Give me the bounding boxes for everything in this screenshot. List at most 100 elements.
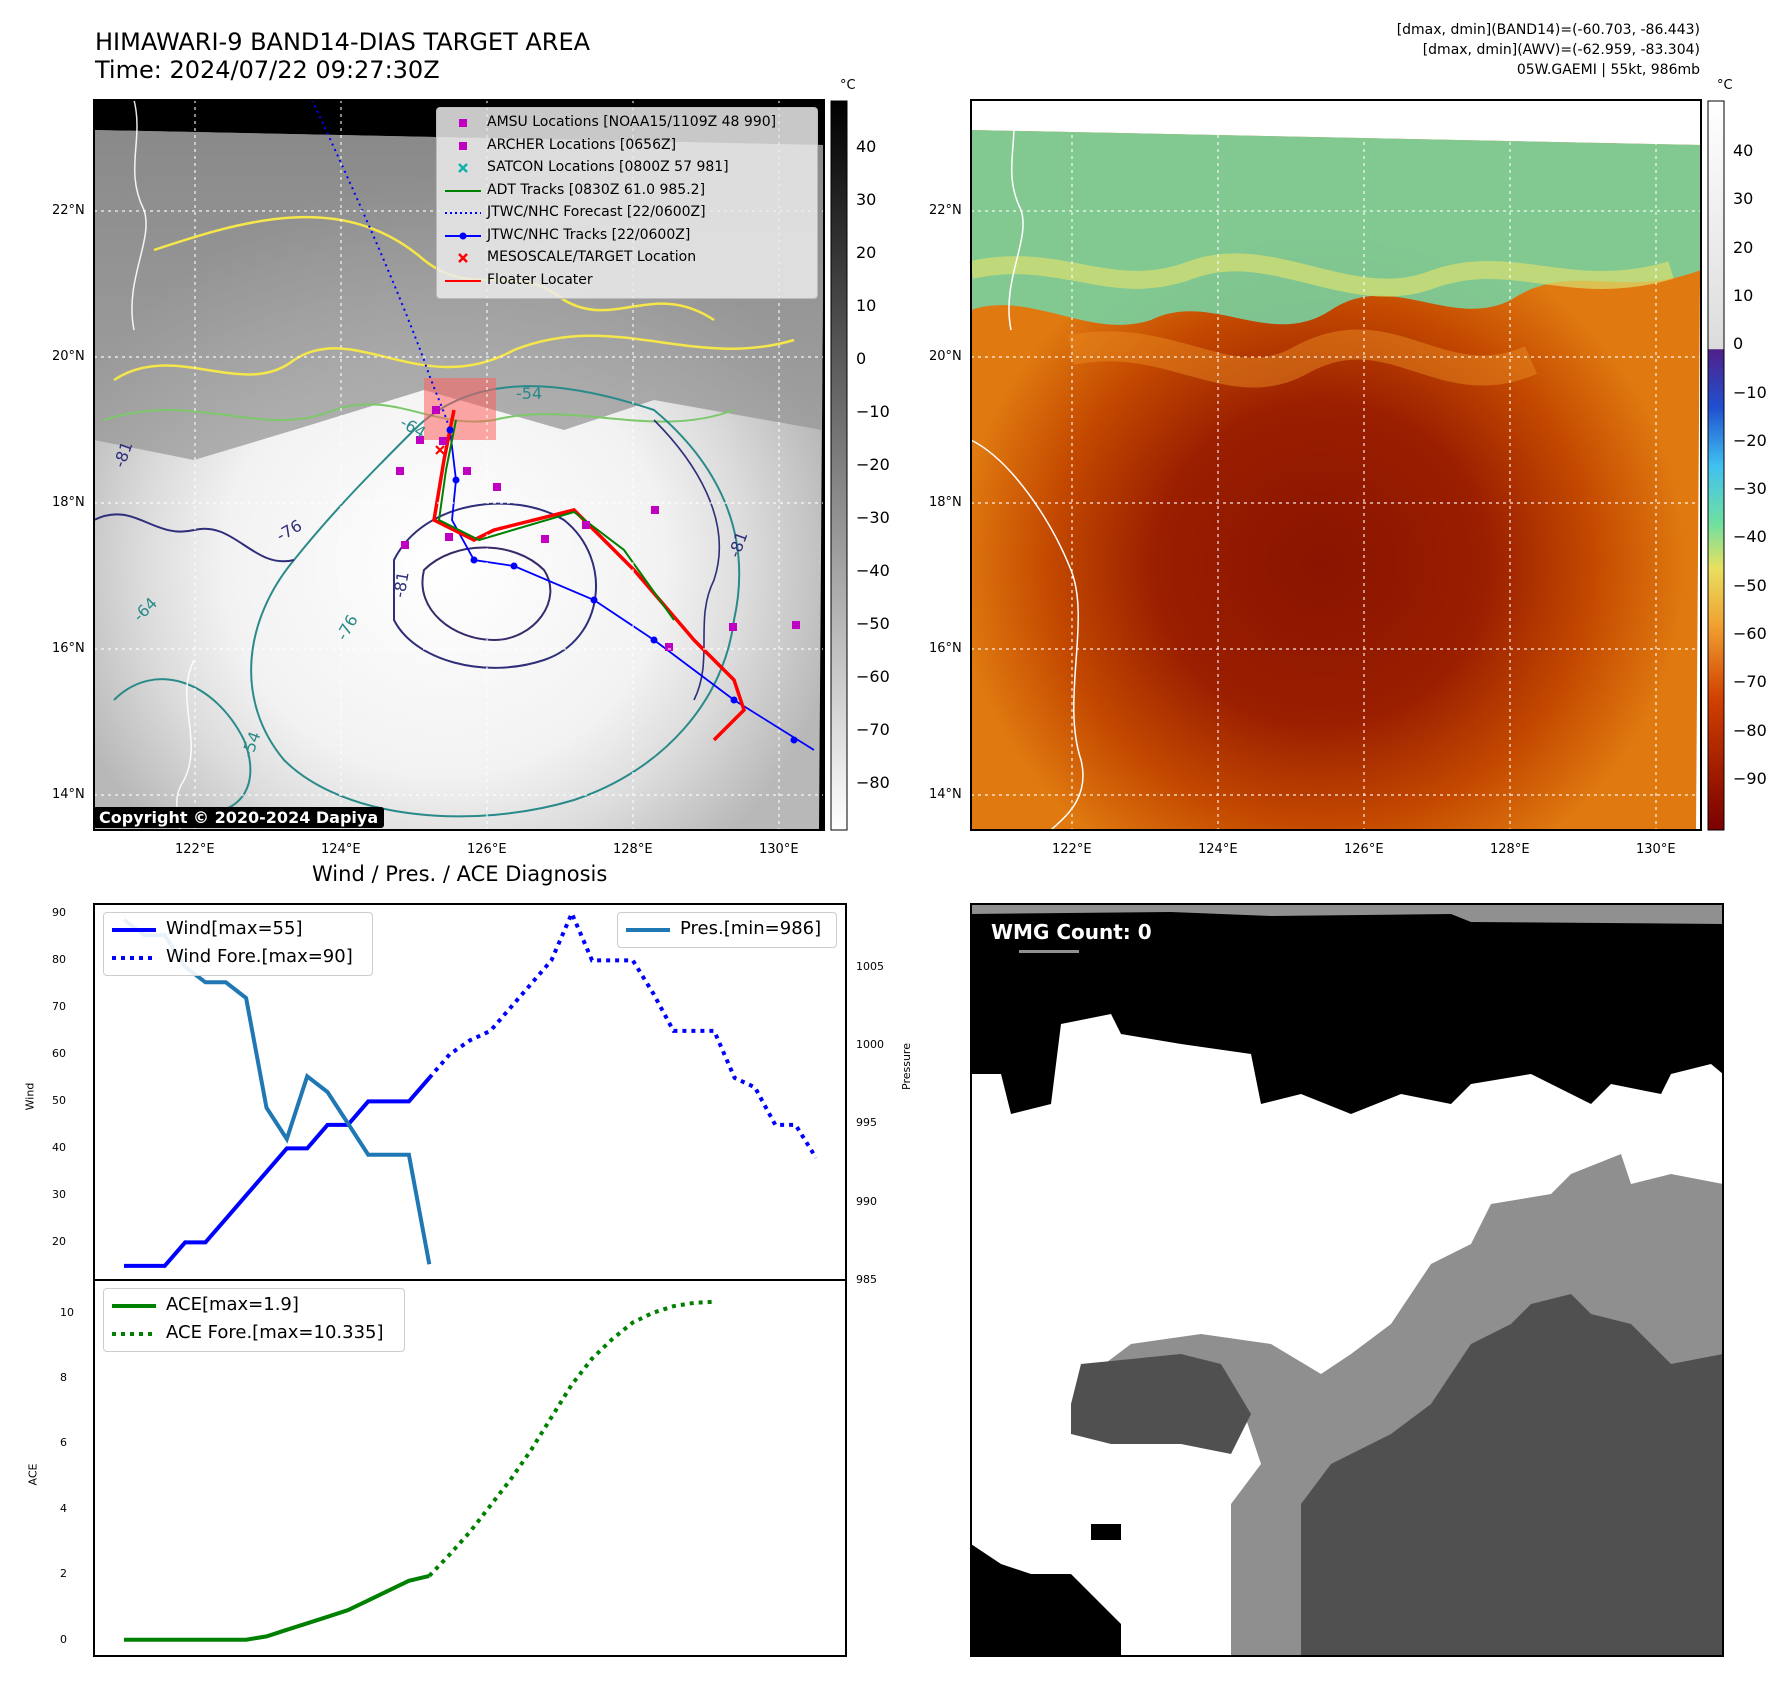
awv-colorbar-tick: −60: [1733, 624, 1767, 644]
info-dmax-awv: [dmax, dmin](AWV)=(-62.959, -83.304): [1422, 42, 1700, 58]
map-legend-label: AMSU Locations [NOAA15/1109Z 48 990]: [487, 114, 777, 130]
wmg-label-underline: [1019, 950, 1079, 953]
awv-lon-tick: 126°E: [1344, 842, 1384, 857]
awv-colorbar-tick: −80: [1733, 720, 1767, 740]
ir-lat-tick: 14°N: [52, 787, 85, 802]
series-line: [124, 1573, 430, 1642]
map-legend-marker: [445, 232, 481, 239]
ir-lat-tick: 22°N: [52, 203, 85, 218]
ir-colorbar-tick: 30: [856, 190, 877, 209]
awv-colorbar-tick: −40: [1733, 527, 1767, 547]
pressure-tick: 1005: [856, 959, 884, 973]
ace-legend: ACE[max=1.9] ACE Fore.[max=10.335]: [103, 1288, 405, 1352]
wind-forecast-legend-label: Wind Fore.[max=90]: [166, 946, 353, 967]
ir-colorbar-tick: 20: [856, 243, 877, 262]
ir-lon-tick: 124°E: [321, 842, 361, 857]
map-legend-marker: [459, 141, 467, 150]
copyright-label: Copyright © 2020-2024 Dapiya: [93, 807, 385, 828]
series-line: [124, 1076, 431, 1268]
pressure-tick: 985: [856, 1273, 877, 1286]
ir-colorbar-tick: −20: [856, 455, 890, 474]
wind-tick: 30: [52, 1188, 66, 1202]
floater-locater-line: [432, 409, 747, 742]
wind-tick: 90: [52, 906, 66, 920]
map-legend: AMSU Locations [NOAA15/1109Z 48 990] ARCH…: [436, 107, 818, 299]
ir-lat-tick: 16°N: [52, 641, 85, 656]
ir-colorbar-tick: 40: [856, 137, 877, 156]
awv-gridlines: [971, 100, 1701, 830]
ir-lon-tick: 122°E: [175, 842, 215, 857]
info-dmax-band14: [dmax, dmin](BAND14)=(-60.703, -86.443): [1396, 22, 1700, 38]
pressure-tick: 990: [856, 1194, 877, 1208]
adt-track-line: [437, 419, 675, 621]
awv-map-panel: [969, 99, 1702, 831]
info-storm-id: 05W.GAEMI | 55kt, 986mb: [1516, 62, 1700, 78]
ir-colorbar-tick: −80: [856, 773, 890, 792]
map-legend-label: ARCHER Locations [0656Z]: [487, 136, 677, 153]
awv-colorbar-tick: −90: [1733, 769, 1767, 788]
series-line: [427, 908, 818, 1159]
ir-lon-tick: 126°E: [467, 842, 507, 857]
ir-colorbar-tick: −30: [856, 508, 890, 527]
awv-colorbar-unit: °C: [1717, 78, 1733, 93]
wind-tick: 80: [52, 953, 66, 967]
figure-title-line1: HIMAWARI-9 BAND14-DIAS TARGET AREA: [95, 28, 591, 56]
pressure-legend: Pres.[min=986]: [617, 912, 837, 948]
awv-colorbar-tick: 0: [1733, 334, 1744, 354]
ir-colorbar: [830, 100, 848, 831]
wind-legend-label: Wind[max=55]: [166, 918, 303, 939]
map-legend-label: JTWC/NHC Tracks [22/0600Z]: [487, 226, 691, 243]
map-legend-label: MESOSCALE/TARGET Location: [487, 249, 697, 265]
ace-tick: 10: [60, 1305, 74, 1319]
map-legend-label: ADT Tracks [0830Z 61.0 985.2]: [487, 181, 706, 198]
wmg-panel: [970, 903, 1724, 1657]
wind-tick: 40: [52, 1141, 66, 1155]
ace-tick: 2: [60, 1567, 67, 1581]
map-legend-marker: [445, 189, 481, 192]
wmg-black-top: [971, 904, 1723, 1114]
awv-colorbar-tick: 40: [1733, 141, 1754, 160]
awv-lat-tick: 22°N: [929, 203, 962, 218]
diagnosis-title: Wind / Pres. / ACE Diagnosis: [312, 862, 608, 886]
ir-lat-tick: 20°N: [52, 349, 85, 364]
ir-colorbar-tick: 10: [856, 296, 877, 315]
ir-colorbar-tick: −10: [856, 402, 890, 421]
wind-tick: 20: [52, 1235, 66, 1249]
ir-colorbar-tick: −60: [856, 667, 890, 686]
awv-lat-tick: 16°N: [929, 641, 962, 656]
amsu-archer-markers: [396, 406, 800, 651]
awv-lon-tick: 124°E: [1198, 842, 1238, 857]
wmg-count-label: WMG Count: 0: [991, 920, 1152, 944]
pressure-legend-label: Pres.[min=986]: [680, 918, 822, 939]
pressure-tick: 995: [856, 1116, 877, 1130]
awv-colorbar-tick: −30: [1733, 479, 1767, 499]
ir-colorbar-tick: −50: [856, 614, 890, 633]
ir-colorbar-tick: −70: [856, 720, 890, 739]
pressure-tick: 1000: [856, 1038, 884, 1051]
ace-forecast-legend-label: ACE Fore.[max=10.335]: [166, 1322, 384, 1343]
ace-tick: 0: [60, 1632, 67, 1646]
contour-label: -54: [516, 384, 543, 403]
wind-axis-label: Wind: [23, 1082, 37, 1111]
awv-colorbar-tick: −10: [1733, 382, 1767, 402]
awv-lon-tick: 128°E: [1490, 842, 1530, 857]
awv-lat-tick: 14°N: [929, 787, 962, 802]
ace-tick: 6: [60, 1436, 67, 1450]
awv-colorbar-tick: −20: [1733, 430, 1767, 450]
awv-lon-tick: 122°E: [1052, 842, 1092, 857]
wind-tick: 60: [52, 1047, 66, 1061]
jtwc-track-points: [446, 426, 798, 744]
wind-tick: 50: [52, 1094, 66, 1108]
awv-lat-tick: 20°N: [929, 349, 962, 364]
ir-colorbar-tick: 0: [856, 349, 867, 368]
ir-lat-tick: 18°N: [52, 495, 85, 510]
ace-tick: 4: [60, 1501, 67, 1515]
map-legend-marker: [445, 279, 481, 282]
ace-tick: 8: [60, 1371, 67, 1385]
awv-colorbar-tick: 10: [1733, 285, 1754, 305]
awv-lon-tick: 130°E: [1636, 842, 1676, 857]
map-legend-label: JTWC/NHC Forecast [22/0600Z]: [487, 204, 706, 220]
ace-axis-label: ACE: [26, 1463, 40, 1486]
ir-colorbar-unit: °C: [840, 78, 856, 93]
map-legend-marker: [458, 163, 468, 173]
